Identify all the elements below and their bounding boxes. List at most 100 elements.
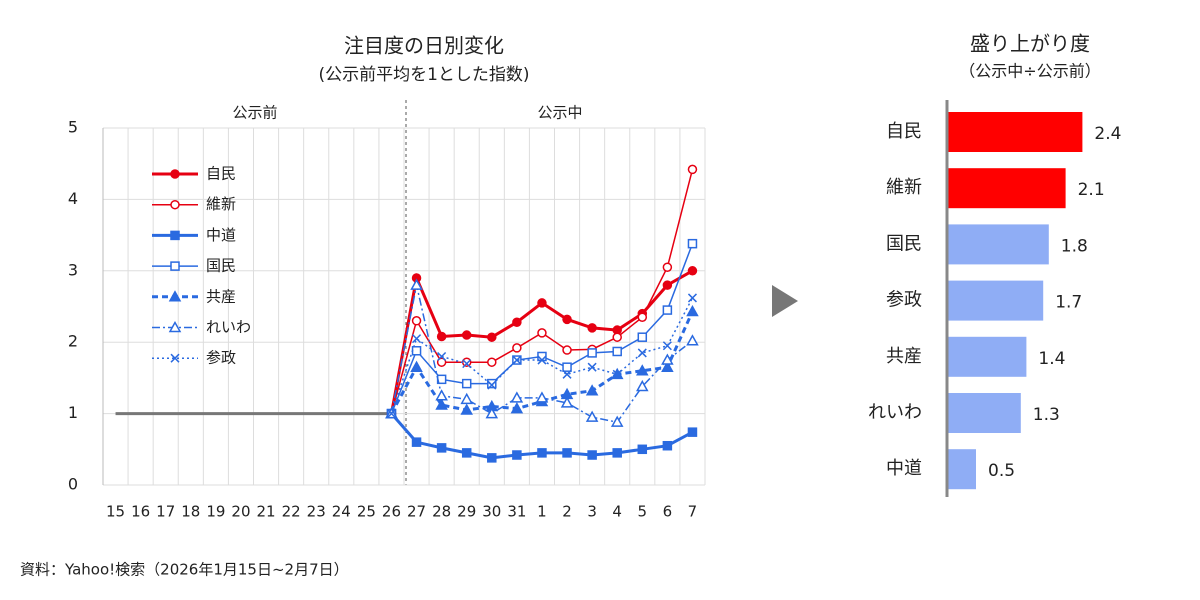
legend-label: 自民 [206, 165, 236, 183]
marker [460, 403, 473, 415]
marker [436, 357, 447, 367]
marker [587, 362, 597, 372]
marker [487, 378, 497, 389]
bar-category: 国民 [886, 233, 922, 254]
marker [562, 448, 572, 458]
marker [485, 407, 499, 419]
marker [612, 369, 622, 379]
x-tick-label: 24 [332, 503, 351, 521]
legend-label: れいわ [206, 318, 251, 336]
x-tick-label: 23 [307, 503, 326, 521]
y-tick-label: 3 [68, 260, 78, 279]
marker [487, 357, 497, 367]
marker [510, 391, 524, 403]
marker [170, 230, 180, 241]
marker [487, 332, 497, 342]
marker [662, 440, 673, 451]
marker [687, 427, 698, 437]
legend-label: 中道 [206, 226, 236, 244]
marker [637, 312, 648, 322]
y-tick-label: 2 [68, 332, 78, 351]
marker [637, 332, 648, 342]
marker [512, 355, 522, 365]
bar-category: 中道 [886, 458, 922, 479]
marker [587, 450, 597, 460]
arrow [772, 285, 798, 317]
bar-value: 2.4 [1094, 124, 1121, 144]
x-tick-label: 4 [612, 503, 622, 521]
marker [512, 343, 522, 353]
x-tick-label: 20 [231, 503, 250, 521]
marker [637, 348, 647, 358]
marker [411, 316, 422, 326]
marker [462, 359, 472, 369]
x-tick-label: 16 [131, 503, 150, 521]
marker [170, 199, 180, 210]
marker [537, 328, 547, 338]
bar-value: 1.4 [1038, 349, 1065, 369]
bar-value: 0.5 [988, 461, 1015, 481]
marker [636, 379, 649, 392]
x-tick-label: 17 [156, 503, 175, 521]
marker [562, 345, 572, 355]
bar [948, 449, 976, 490]
x-tick-label: 29 [457, 503, 476, 521]
x-tick-label: 22 [282, 503, 301, 521]
period-label: 公示前 [232, 104, 277, 122]
marker [170, 353, 180, 363]
bar [948, 393, 1021, 433]
marker [687, 238, 698, 249]
marker [386, 409, 396, 419]
bar [948, 280, 1044, 321]
marker [662, 341, 672, 351]
marker [562, 314, 572, 325]
period-label: 公示中 [537, 104, 582, 122]
bar-subtitle: （公示中÷公示前） [959, 62, 1100, 81]
y-tick-label: 4 [68, 189, 78, 208]
marker [610, 415, 624, 427]
x-tick-label: 15 [106, 503, 125, 521]
marker [535, 391, 549, 403]
marker [461, 448, 472, 458]
marker [512, 450, 522, 460]
marker [612, 346, 622, 357]
bar [948, 112, 1083, 152]
legend-label: 共産 [206, 287, 236, 305]
x-tick-label: 26 [382, 503, 401, 521]
x-tick-label: 18 [181, 503, 200, 521]
bar-value: 2.1 [1078, 180, 1105, 200]
marker [687, 164, 698, 175]
x-tick-label: 19 [206, 503, 225, 521]
y-tick-label: 5 [68, 118, 78, 137]
marker [637, 444, 648, 455]
marker [560, 396, 574, 408]
x-tick-label: 3 [587, 503, 597, 521]
x-tick-label: 5 [638, 503, 648, 521]
bar-title: 盛り上がり度 [970, 32, 1090, 56]
bar-value: 1.7 [1055, 293, 1082, 313]
marker [537, 298, 547, 308]
bar-category: 共産 [886, 346, 922, 367]
marker [411, 346, 422, 356]
marker [686, 304, 699, 317]
legend-label: 参政 [206, 349, 236, 367]
marker [487, 453, 497, 463]
line-subtitle: (公示前平均を1とした指数) [318, 65, 529, 85]
marker [661, 353, 674, 365]
bar [948, 168, 1066, 209]
marker [168, 320, 182, 333]
marker [461, 357, 472, 367]
bar-value: 1.8 [1061, 236, 1088, 256]
x-tick-label: 25 [357, 503, 376, 521]
y-tick-label: 0 [68, 475, 78, 494]
marker [687, 293, 697, 303]
marker [537, 448, 547, 458]
marker [562, 362, 572, 372]
marker [411, 437, 422, 447]
line-title: 注目度の日別変化 [344, 34, 504, 58]
marker [437, 351, 447, 362]
bar [948, 336, 1027, 377]
marker [487, 380, 497, 390]
marker [461, 378, 472, 389]
